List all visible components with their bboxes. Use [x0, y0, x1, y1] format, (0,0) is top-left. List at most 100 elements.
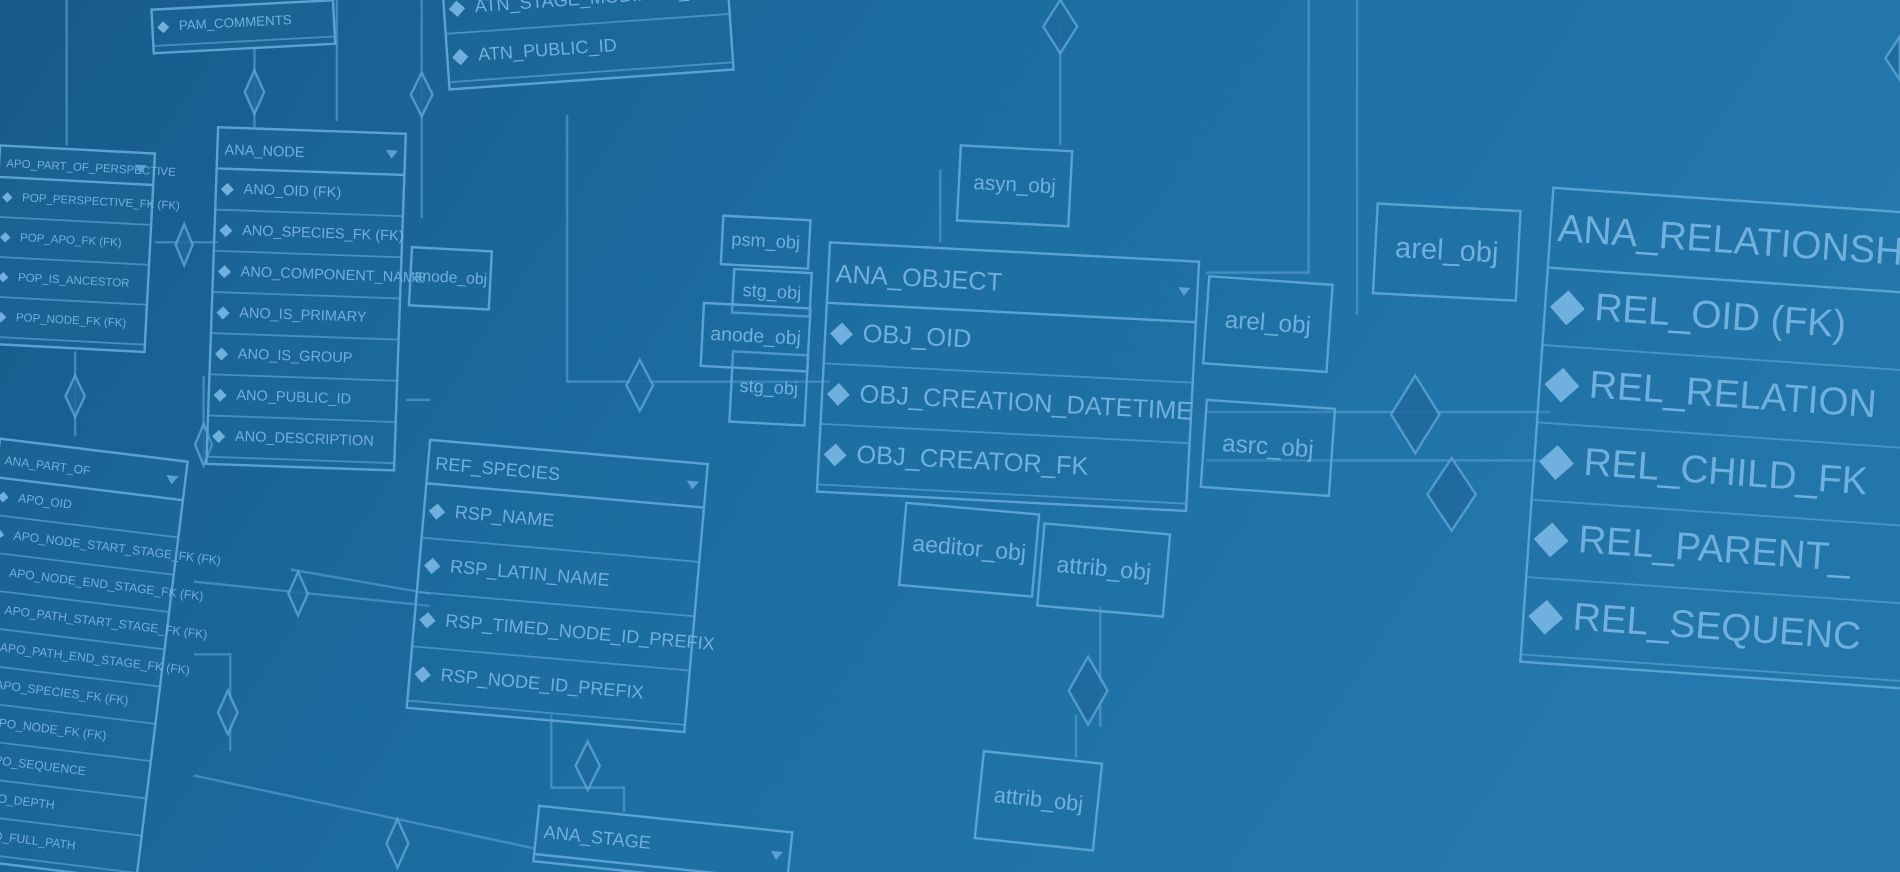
key-icon — [0, 272, 9, 283]
key-icon — [1539, 445, 1574, 480]
connectors — [64, 0, 1900, 871]
key-icon — [212, 429, 226, 443]
relation-diamond — [216, 687, 239, 738]
dropdown-icon — [1178, 287, 1191, 297]
key-icon — [1533, 522, 1569, 558]
entity: ANA_STAGE — [532, 804, 794, 872]
field-name: ANO_OID (FK) — [243, 182, 341, 201]
key-icon — [220, 182, 234, 196]
key-icon — [217, 265, 231, 279]
key-icon — [157, 21, 170, 34]
row-divider — [0, 737, 151, 763]
field-name: ANO_SPECIES_FK (FK) — [242, 223, 404, 245]
key-icon — [216, 306, 230, 320]
entity-box — [532, 804, 794, 872]
separator — [826, 301, 1196, 324]
key-icon — [448, 0, 466, 17]
object-box: psm_obj — [719, 214, 812, 270]
row-divider — [0, 811, 142, 837]
field-name: PAM_COMMENTS — [178, 12, 292, 33]
key-icon — [213, 388, 227, 402]
entity-box — [0, 144, 157, 354]
entity-box — [440, 0, 735, 91]
field-name: ANO_PUBLIC_ID — [236, 388, 351, 408]
relation-diamond — [243, 67, 266, 117]
key-icon — [419, 612, 436, 629]
row-divider — [0, 335, 145, 346]
object-frame — [1035, 522, 1172, 618]
field-name: APO_OID — [17, 491, 72, 511]
row-divider — [416, 591, 695, 618]
key-icon — [830, 322, 853, 346]
row-divider — [212, 291, 401, 300]
row-divider — [421, 536, 700, 563]
entity: ATN_STAGE_MODIFIER_FK (FK)ATN_PUBLIC_ID — [440, 0, 753, 91]
relation-diamond — [1067, 654, 1109, 728]
row-divider — [448, 61, 734, 84]
key-icon — [2, 192, 13, 203]
object-box: asrc_obj — [1199, 398, 1337, 498]
dropdown-icon — [166, 474, 179, 485]
relation-diamond — [625, 357, 655, 414]
separator — [0, 475, 184, 502]
row-divider — [1536, 421, 1900, 452]
row-divider — [0, 588, 170, 613]
separator — [426, 482, 705, 509]
field-name: POP_NODE_FK (FK) — [16, 312, 127, 330]
object-label: anode_obj — [710, 323, 802, 350]
object-label: stg_obj — [739, 376, 799, 400]
entity: ANA_OBJECTOBJ_OIDOBJ_CREATION_DATETIMEOB… — [815, 241, 1201, 513]
row-divider — [215, 208, 403, 218]
entity-box — [1518, 186, 1900, 692]
row-divider — [0, 699, 156, 725]
object-label: psm_obj — [731, 229, 801, 254]
relation-diamond — [409, 69, 434, 120]
object-box: stg_obj — [730, 267, 814, 318]
relation-diamond — [64, 372, 87, 420]
entity-box — [150, 0, 337, 55]
field-name: POP_IS_ANCESTOR — [18, 272, 130, 290]
separator — [0, 175, 154, 187]
relation-diamond — [287, 568, 310, 619]
object-frame — [1199, 398, 1337, 498]
row-divider — [1526, 576, 1900, 607]
key-icon — [823, 443, 847, 467]
separator — [534, 852, 788, 872]
field-name: OBJ_OID — [862, 320, 972, 354]
field-name: POP_APO_FK (FK) — [20, 232, 122, 249]
object-box: arel_obj — [1201, 274, 1334, 374]
entity-title: ANA_NODE — [224, 142, 305, 161]
row-divider — [817, 483, 1187, 505]
row-divider — [1531, 498, 1900, 530]
row-divider — [0, 662, 161, 688]
object-box: asyn_obj — [955, 144, 1074, 228]
field-name: ANO_IS_GROUP — [238, 346, 353, 366]
object-label: arel_obj — [1394, 232, 1499, 269]
row-divider — [407, 699, 686, 726]
row-divider — [208, 414, 396, 423]
relation-diamond — [174, 220, 194, 269]
object-frame — [699, 301, 812, 373]
entity-box — [815, 241, 1201, 513]
key-icon — [428, 503, 446, 520]
object-box: anode_obj — [407, 245, 494, 311]
row-divider — [1520, 653, 1900, 685]
dropdown-icon — [134, 164, 147, 174]
separator — [1547, 266, 1900, 298]
dropdown-icon — [385, 150, 398, 159]
key-icon — [424, 557, 441, 575]
object-label: stg_obj — [742, 280, 802, 304]
row-divider — [0, 513, 179, 539]
row-divider — [0, 295, 148, 306]
object-frame — [897, 501, 1041, 598]
key-icon — [0, 311, 7, 323]
row-divider — [206, 455, 395, 465]
object-box: arel_obj — [1371, 202, 1522, 302]
object-box: aeditor_obj — [897, 501, 1041, 598]
object-label: asyn_obj — [973, 171, 1056, 198]
entity: APO_PART_OF_PERSPECTIVEPOP_PERSPECTIVE_F… — [0, 144, 180, 354]
